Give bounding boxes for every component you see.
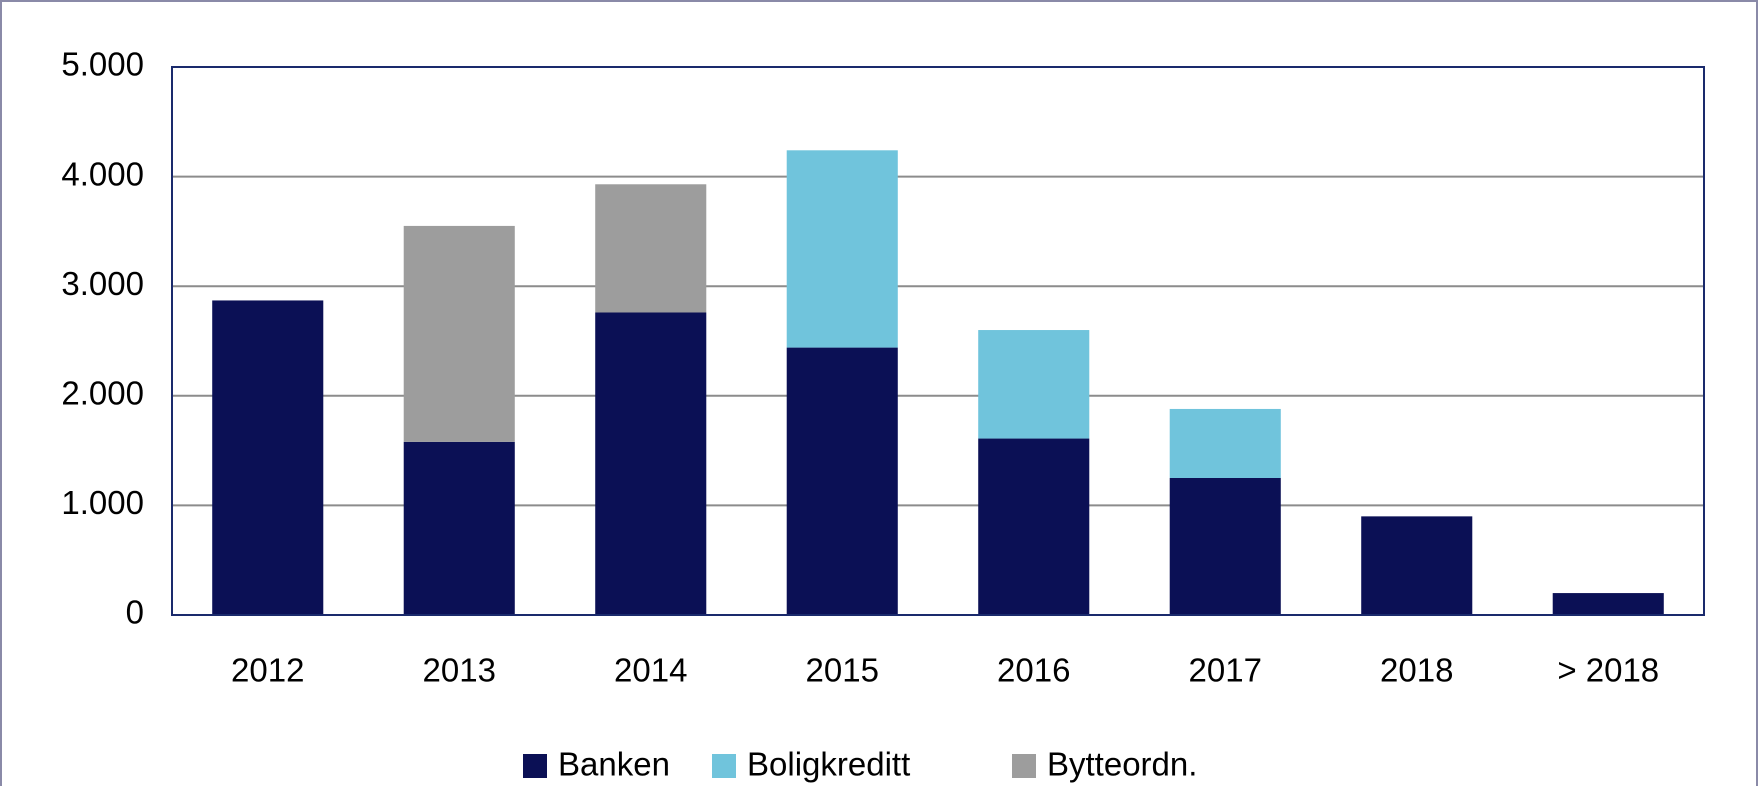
bar-segment: [786, 150, 898, 348]
y-tick-label: 5.000: [61, 46, 144, 83]
x-tick-label: 2013: [423, 652, 496, 689]
legend-swatch: [712, 754, 736, 778]
legend-label: Boligkreditt: [747, 746, 910, 783]
y-tick-label: 1.000: [61, 484, 144, 521]
legend-swatch: [1012, 754, 1036, 778]
bar-segment: [595, 184, 707, 313]
plot-border: [171, 66, 1705, 616]
bar-segment: [212, 300, 324, 615]
bar-segment: [978, 438, 1090, 615]
y-tick-label: 3.000: [61, 265, 144, 302]
bar-segment: [403, 441, 515, 615]
y-tick-label: 2.000: [61, 375, 144, 412]
bar-segment: [1169, 478, 1281, 615]
bar-segment: [1361, 516, 1473, 615]
bar-segment: [595, 312, 707, 615]
bar-segment: [1169, 408, 1281, 478]
x-tick-label: 2016: [997, 652, 1070, 689]
x-tick-label: 2018: [1380, 652, 1453, 689]
y-tick-label: 0: [126, 594, 144, 631]
legend-label: Bytteordn.: [1047, 746, 1197, 783]
x-tick-label: 2015: [806, 652, 879, 689]
x-tick-label: 2017: [1189, 652, 1262, 689]
x-tick-label: 2012: [231, 652, 304, 689]
bar-segment: [403, 225, 515, 442]
bar-segment: [786, 347, 898, 615]
y-tick-label: 4.000: [61, 155, 144, 192]
x-tick-label: 2014: [614, 652, 687, 689]
bar-segment: [1552, 593, 1664, 615]
x-tick-label: > 2018: [1557, 652, 1659, 689]
legend-swatch: [523, 754, 547, 778]
bar-segment: [978, 330, 1090, 439]
legend-label: Banken: [558, 746, 670, 783]
